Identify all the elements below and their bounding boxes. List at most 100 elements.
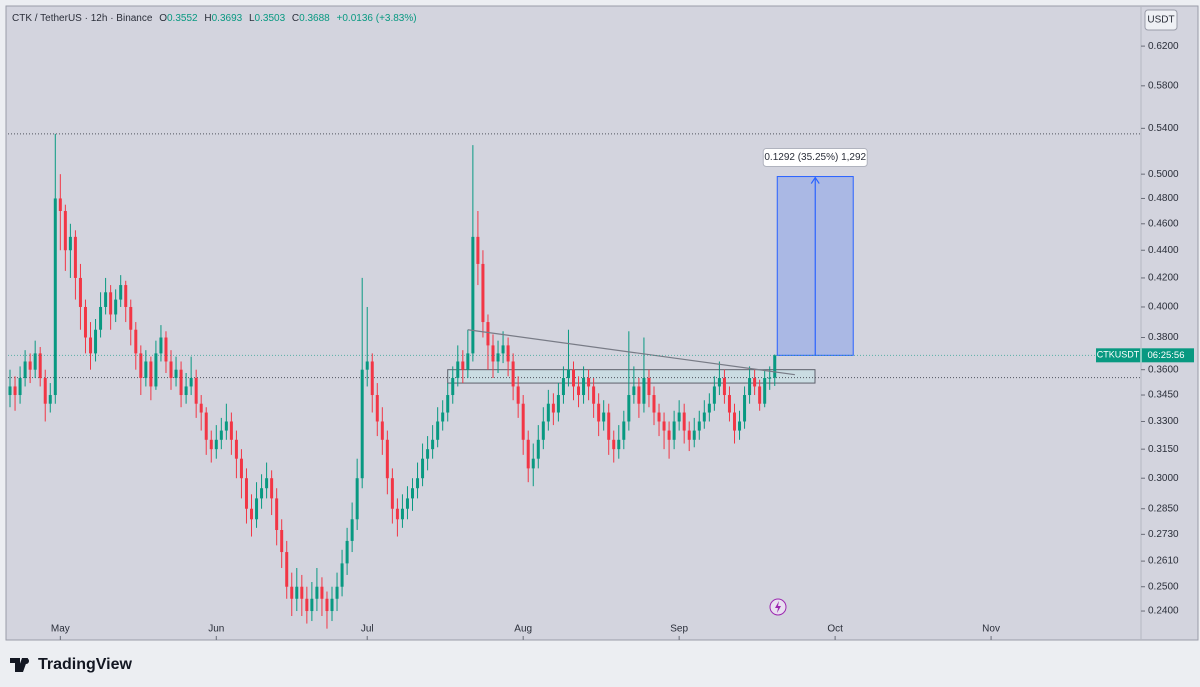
candle-body [390,478,394,509]
candle-body [89,337,93,354]
candle-body [355,478,359,520]
candle-body [637,386,641,404]
candle-body [375,395,379,422]
candle-body [536,439,540,459]
candle-body [632,386,636,396]
candle-body [592,386,596,404]
candle-body [466,353,470,370]
candle-body [471,236,475,354]
y-tick-label: 0.4800 [1148,193,1179,204]
x-tick-label: Sep [670,624,688,635]
candle-body [486,322,490,346]
candle-body [179,369,183,396]
candle-body [270,478,274,499]
candle-body [411,488,415,499]
candle-body [18,378,22,396]
candle-body [712,386,716,404]
candle-body [275,498,279,531]
candle-body [164,337,168,362]
chart-panel [5,5,1199,641]
candle-body [441,412,445,422]
candle-body [763,378,767,404]
candle-body [456,361,460,379]
candle-body [184,386,188,396]
field-value: 0.3503 [255,13,286,24]
field-key: C [292,13,299,24]
candle-body [73,236,77,278]
currency: USDT [1147,15,1174,26]
candle-body [300,586,304,599]
y-tick-label: 0.4000 [1148,302,1179,313]
candle-body [612,439,616,450]
candle-body [738,421,742,431]
candle-body [501,345,505,354]
candle-body [577,386,581,396]
candle-body [209,439,213,450]
candle-body [68,236,72,251]
candle-body [99,306,103,330]
candle-body [702,412,706,422]
header-legend: CTK / TetherUS · 12h · Binance O0.3552 H… [12,13,417,24]
candle-body [722,378,726,396]
currency-box[interactable] [1144,9,1178,31]
candle-body [48,395,52,404]
plot: 0.6200 0.5800 0.5400 0.5000 0.4800 0.4600 0.44… [8,41,1194,640]
candle-body [239,458,243,479]
candle-body [280,530,284,553]
candle-body [189,378,193,387]
y-tick-label: 0.3450 [1148,390,1179,401]
candle-body [521,403,525,440]
x-tick-label: May [51,624,70,635]
candle-body [250,508,254,520]
candle-body [587,378,591,387]
candle-body [496,353,500,362]
candle-body [28,361,32,370]
y-tick-label: 0.2850 [1148,503,1179,514]
candle-body [114,299,118,315]
candle-body [124,285,128,307]
candle-body [360,369,364,479]
candle-body [255,498,259,520]
candle-body [58,198,62,211]
candle-body [481,263,485,323]
candle-body [229,421,233,440]
candle-body [295,586,299,599]
field-key: L [249,13,255,24]
x-tick-label: Aug [514,624,532,635]
field-value: 0.3688 [299,13,330,24]
candle-body [571,369,575,387]
candle-body [677,412,681,422]
candle-body [682,412,686,431]
price-label-box [1096,348,1194,363]
candle-body [657,412,661,422]
candle-body [315,586,319,599]
candle-body [335,586,339,599]
candle-body [667,430,671,440]
candle-body [617,439,621,450]
price-label-name: CTKUSDT [1097,350,1140,360]
candle-body [13,386,17,396]
y-tick-label: 0.4400 [1148,245,1179,256]
candle-body [199,403,203,413]
x-tick-label: Nov [982,624,1000,635]
candle-body [717,378,721,387]
candle-body [622,421,626,440]
candle-body [566,369,570,379]
candle-body [320,586,324,599]
candle-body [697,421,701,431]
y-tick-label: 0.3300 [1148,416,1179,427]
candle-body [23,361,27,379]
y-tick-label: 0.3600 [1148,364,1179,375]
candle-body [546,403,550,422]
candle-body [395,508,399,520]
candle-body [753,378,757,387]
measure-label-box [762,148,868,168]
candle-body [345,540,349,564]
candle-body [692,430,696,440]
candle-body [33,353,37,370]
candle-body [662,421,666,431]
candle-body [687,430,691,440]
symbol: CTK / TetherUS · 12h · Binance [12,13,153,24]
candle-body [551,403,555,413]
